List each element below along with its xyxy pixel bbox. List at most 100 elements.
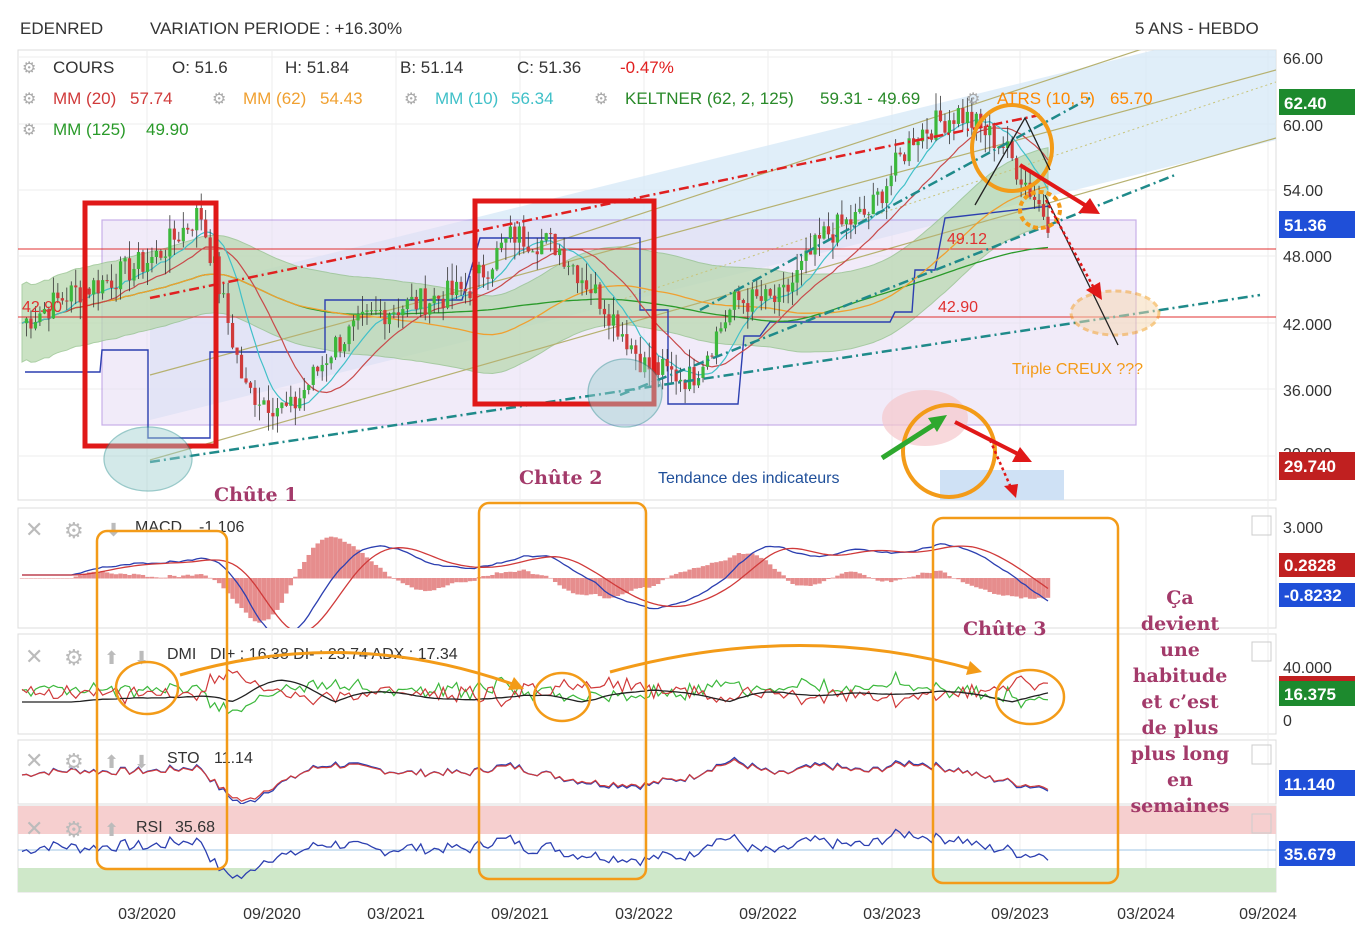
macd-bar: [669, 575, 674, 579]
candle: [961, 108, 965, 124]
close-icon[interactable]: ✕: [25, 517, 43, 542]
x-tick: 03/2024: [1117, 906, 1175, 923]
arrow-down-icon[interactable]: ⬇: [134, 648, 149, 668]
macd-bar: [190, 575, 195, 579]
macd-bar: [535, 574, 540, 579]
candle: [423, 288, 427, 315]
red-arrowhead-2: [1086, 282, 1102, 300]
candle: [943, 121, 947, 133]
gear-icon[interactable]: ⚙: [64, 749, 84, 774]
candle: [674, 369, 678, 382]
candle: [87, 288, 91, 295]
candle: [365, 310, 369, 312]
candle: [988, 125, 992, 136]
macd-bar: [880, 578, 885, 582]
macd-bar: [136, 574, 141, 579]
macd-bar: [306, 554, 311, 579]
price-tick: 66.00: [1283, 51, 1323, 68]
macd-bar: [418, 578, 423, 590]
macd-bar: [42, 578, 47, 579]
gear-icon[interactable]: ⚙: [22, 60, 36, 77]
close-icon[interactable]: ✕: [25, 816, 43, 841]
candle: [351, 320, 356, 327]
gear-icon[interactable]: ⚙: [64, 518, 84, 543]
habitude-line: devient: [1141, 613, 1220, 635]
macd-bar: [700, 566, 706, 579]
close-icon[interactable]: ✕: [25, 748, 43, 773]
candle: [562, 248, 566, 267]
candle: [266, 400, 271, 413]
macd-bar: [257, 578, 262, 623]
macd-bar: [463, 578, 468, 583]
rsi-checkbox[interactable]: [1251, 813, 1272, 834]
candle: [47, 308, 51, 319]
candle: [916, 141, 920, 146]
candle: [925, 129, 929, 134]
gear-icon[interactable]: ⚙: [22, 91, 36, 108]
candle: [123, 258, 127, 262]
gear-icon[interactable]: ⚙: [594, 91, 608, 108]
candle: [42, 308, 47, 314]
rsi-badge-text: 35.679: [1284, 845, 1336, 864]
gear-icon[interactable]: ⚙: [64, 817, 84, 842]
macd-bar: [544, 575, 549, 579]
macd-bar: [656, 578, 661, 585]
macd-bar: [647, 578, 652, 588]
candle: [670, 366, 674, 370]
arrow-up-icon[interactable]: ⬆: [104, 648, 119, 668]
sto-checkbox[interactable]: [1251, 744, 1272, 765]
close-icon[interactable]: ✕: [25, 644, 43, 669]
candle: [253, 387, 257, 405]
candle: [517, 226, 521, 243]
candle: [24, 318, 29, 324]
candle: [885, 186, 889, 204]
candle: [777, 287, 781, 303]
candle: [78, 287, 82, 303]
candle: [647, 357, 651, 370]
candle: [204, 219, 208, 238]
arrow-up-icon[interactable]: ⬆: [104, 820, 119, 840]
macd-bar: [445, 578, 450, 586]
macd-bar: [759, 557, 764, 579]
keltner-label: KELTNER (62, 2, 125): [625, 89, 794, 108]
candle: [289, 396, 293, 406]
macd-bar: [293, 576, 298, 579]
mm62-label: MM (62): [243, 89, 306, 108]
candle: [759, 296, 763, 301]
macd-bar: [333, 537, 338, 579]
chute1-label: Chûte 1: [214, 484, 297, 506]
candle: [284, 402, 288, 406]
gear-icon[interactable]: ⚙: [212, 91, 226, 108]
candle: [356, 313, 360, 321]
dmi-label: DMI: [167, 646, 196, 663]
macd-histogram: [19, 536, 1051, 623]
candle: [1010, 141, 1014, 159]
candle: [504, 238, 508, 243]
macd-bar: [1000, 578, 1006, 596]
macd-bar: [163, 577, 168, 579]
candle: [929, 133, 934, 140]
gear-icon[interactable]: ⚙: [404, 91, 418, 108]
macd-bar: [78, 575, 83, 579]
candle: [584, 280, 589, 290]
gear-icon[interactable]: ⚙: [22, 122, 36, 139]
arrow-up-icon[interactable]: ⬆: [104, 752, 119, 772]
gear-icon[interactable]: ⚙: [64, 645, 84, 670]
macd-bar: [853, 571, 858, 579]
arrow-down-icon[interactable]: ⬇: [134, 752, 149, 772]
macd-bar: [750, 553, 755, 579]
candle: [782, 284, 786, 288]
candle: [952, 120, 956, 124]
macd-bar: [423, 578, 428, 592]
macd-bar: [723, 560, 728, 579]
macd-bar: [503, 572, 509, 579]
mm20-line: [21, 127, 1049, 394]
macd-checkbox[interactable]: [1251, 515, 1272, 536]
rsi-badge: [1279, 841, 1355, 866]
gear-icon[interactable]: ⚙: [966, 91, 980, 108]
triple-creux-label: Triple CREUX ???: [1012, 361, 1143, 378]
dmi-checkbox[interactable]: [1251, 641, 1272, 662]
price-tick: 48.000: [1283, 249, 1332, 266]
habitude-line: en: [1167, 769, 1193, 791]
macd-bar: [319, 539, 325, 579]
